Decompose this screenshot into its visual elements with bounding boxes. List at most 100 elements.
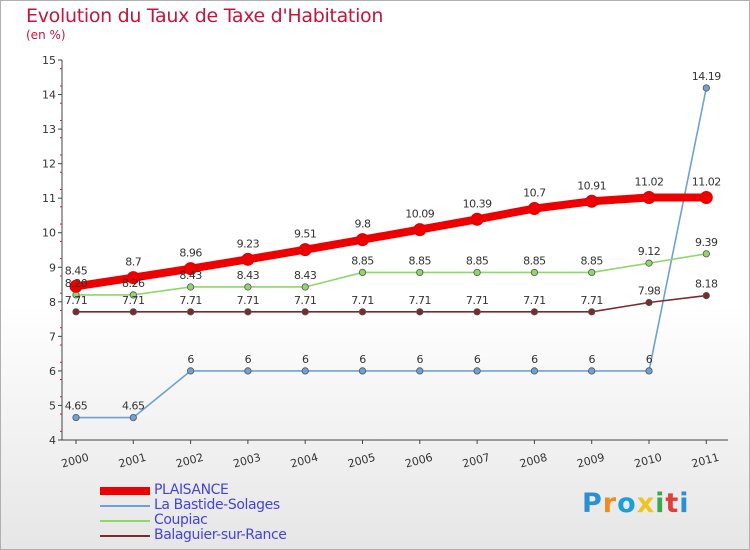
y-tick-label: 4 — [49, 434, 56, 447]
data-point — [244, 367, 252, 375]
x-tick-label: 2005 — [346, 451, 376, 471]
data-label: 10.91 — [577, 179, 606, 192]
data-label: 7.71 — [294, 294, 317, 307]
legend-item: Coupiac — [100, 513, 340, 528]
legend-swatch — [100, 520, 150, 522]
data-label: 9.39 — [695, 236, 718, 249]
y-tick-label: 12 — [42, 158, 56, 171]
logo-letter: t — [665, 488, 680, 519]
data-point — [358, 268, 367, 277]
x-tick-label: 2004 — [289, 451, 319, 471]
data-point — [699, 190, 713, 204]
data-label: 8.7 — [125, 256, 141, 269]
data-point — [301, 308, 309, 316]
data-point — [358, 308, 367, 316]
data-label: 9.8 — [355, 218, 371, 231]
data-point — [473, 367, 481, 375]
data-point — [416, 308, 424, 316]
data-point — [702, 250, 710, 258]
data-point — [69, 279, 83, 293]
x-tick-label: 2001 — [117, 451, 147, 471]
x-tick-label: 2006 — [404, 451, 434, 471]
y-tick-label: 8 — [49, 296, 56, 309]
data-label: 10.09 — [405, 208, 434, 221]
data-label: 14.19 — [692, 70, 721, 83]
data-point — [702, 291, 710, 300]
data-point — [530, 367, 539, 375]
legend-swatch — [100, 505, 150, 507]
data-label: 10.39 — [463, 197, 492, 210]
legend-swatch — [100, 487, 150, 495]
data-point — [416, 367, 424, 375]
logo-letter: o — [617, 488, 637, 519]
data-point — [642, 190, 656, 204]
data-label: 7.71 — [179, 294, 202, 307]
data-label: 8.18 — [695, 278, 718, 291]
legend-label: Balaguier-sur-Rance — [154, 527, 287, 543]
data-label: 7.71 — [122, 294, 145, 307]
logo-letter: i — [679, 488, 690, 519]
data-point — [187, 367, 195, 375]
legend-label: Coupiac — [154, 512, 208, 528]
data-point — [530, 268, 539, 277]
legend-item: La Bastide-Solages — [100, 498, 340, 513]
data-label: 6 — [417, 353, 424, 366]
legend-label: La Bastide-Solages — [154, 497, 280, 513]
y-tick-label: 5 — [49, 399, 56, 412]
data-label: 4.65 — [65, 400, 88, 413]
data-label: 6 — [531, 353, 538, 366]
data-point — [588, 268, 596, 277]
data-point — [244, 283, 252, 291]
data-point — [588, 367, 596, 375]
logo-letter: i — [655, 488, 666, 519]
data-label: 6 — [302, 353, 309, 366]
data-point — [530, 308, 539, 316]
data-point — [473, 268, 481, 277]
data-label: 7.71 — [466, 294, 489, 307]
logo-letter: r — [602, 488, 618, 519]
data-point — [298, 243, 312, 257]
data-label: 10.7 — [523, 187, 546, 200]
data-point — [588, 308, 596, 316]
data-label: 8.26 — [122, 277, 145, 290]
logo-letter: P — [582, 488, 603, 519]
x-tick-label: 2003 — [232, 451, 262, 471]
data-label: 4.65 — [122, 400, 145, 413]
data-point — [473, 308, 481, 316]
data-point — [301, 367, 309, 375]
y-tick-label: 13 — [42, 123, 56, 136]
legend-label: PLAISANCE — [154, 482, 229, 498]
data-label: 9.23 — [237, 237, 260, 250]
legend-item: Balaguier-sur-Rance — [100, 528, 340, 543]
y-tick-label: 10 — [42, 227, 56, 240]
data-label: 7.71 — [580, 294, 603, 307]
data-point — [585, 194, 599, 208]
data-label: 6 — [359, 353, 366, 366]
data-label: 6 — [245, 353, 252, 366]
data-label: 6 — [474, 353, 481, 366]
y-tick-label: 7 — [49, 330, 56, 343]
x-tick-label: 2000 — [60, 451, 90, 471]
data-label: 8.85 — [523, 254, 546, 267]
chart-legend: PLAISANCE La Bastide-Solages Coupiac Balagu… — [100, 483, 340, 543]
data-label: 8.20 — [65, 277, 88, 290]
data-label: 7.98 — [638, 285, 661, 298]
y-tick-label: 11 — [42, 192, 56, 205]
data-point — [527, 202, 541, 216]
chart-title: Evolution du Taux de Taxe d'Habitation — [26, 5, 384, 27]
proxiti-logo: Proxiti — [582, 488, 690, 519]
data-point — [72, 413, 80, 422]
data-point — [416, 268, 424, 277]
data-label: 6 — [187, 353, 194, 366]
series-line — [75, 294, 708, 313]
y-tick-label: 6 — [49, 365, 56, 378]
x-tick-label: 2007 — [461, 451, 491, 471]
series-line — [75, 253, 708, 296]
data-label: 8.85 — [409, 254, 432, 267]
data-label: 9.51 — [294, 228, 317, 241]
data-label: 7.71 — [351, 294, 374, 307]
data-label: 7.71 — [237, 294, 260, 307]
data-label: 6 — [646, 353, 653, 366]
data-label: 11.02 — [692, 175, 721, 188]
